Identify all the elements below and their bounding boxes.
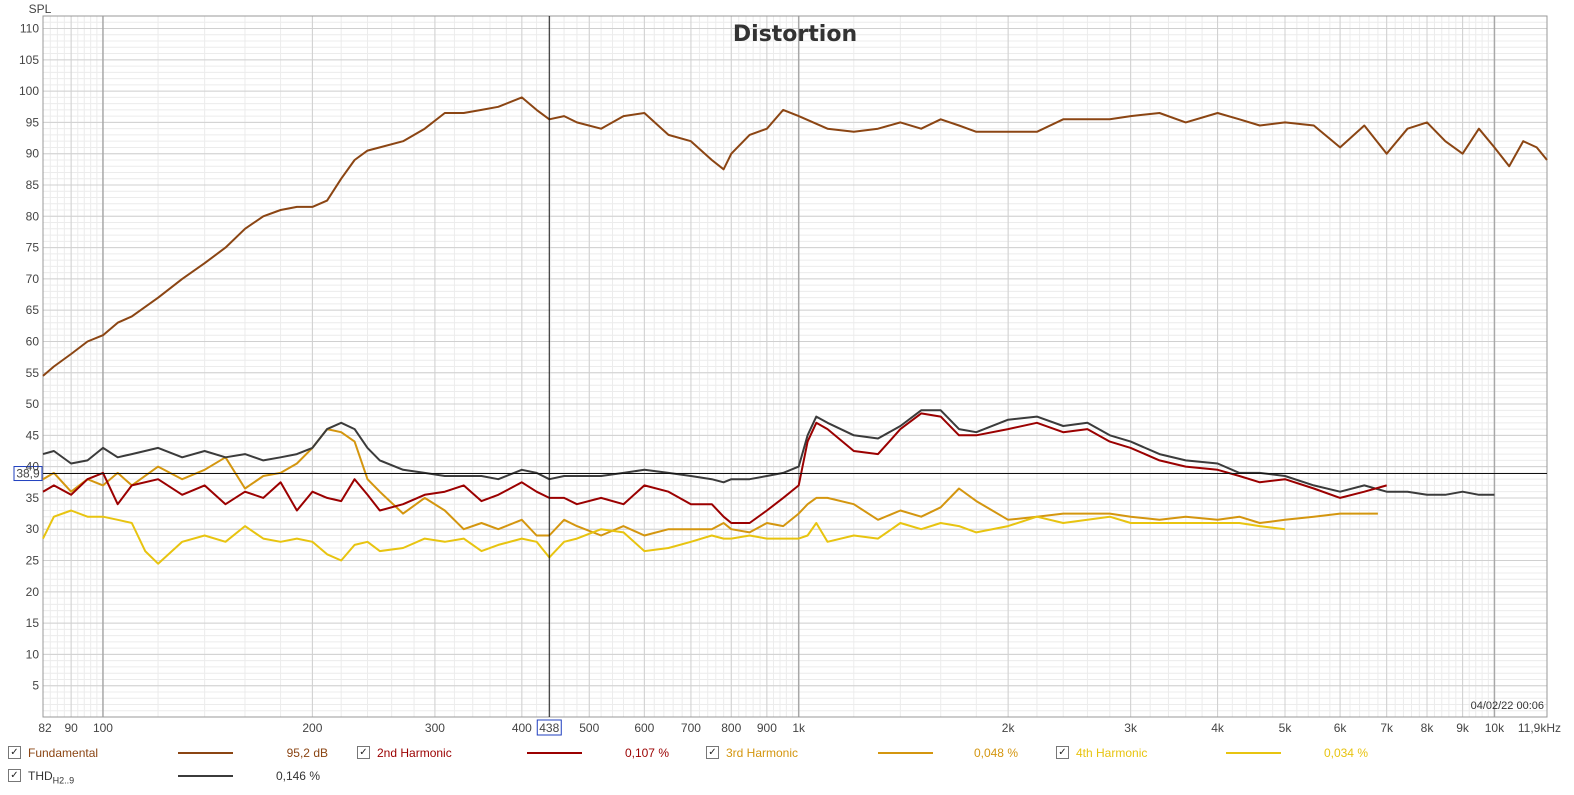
x-tick-label: 1k (792, 721, 806, 735)
y-tick-label: 105 (19, 53, 39, 67)
y-tick-label: 35 (26, 491, 40, 505)
legend-value: 0,034 % (1323, 746, 1368, 760)
x-tick-label: 8k (1421, 721, 1435, 735)
y-tick-label: 95 (26, 115, 40, 129)
legend-label: 4th Harmonic (1076, 746, 1148, 760)
chart-background (0, 0, 1574, 738)
timestamp: 04/02/22 00:06 (1470, 700, 1544, 712)
cursor-y-box (13, 466, 43, 482)
y-tick-label: 50 (26, 397, 40, 411)
series-line-thd-h2-9 (42, 409, 1495, 496)
y-tick-label: 70 (26, 272, 40, 286)
y-tick-label: 85 (26, 178, 40, 192)
x-tick-label: 5k (1279, 721, 1293, 735)
y-tick-label: 25 (26, 554, 40, 568)
series-layer (42, 96, 1548, 565)
x-tick-label: 300 (425, 721, 445, 735)
series-line-2nd-harmonic (42, 412, 1387, 524)
legend-value: 0,146 % (275, 769, 320, 783)
chart-title: Distortion (733, 22, 857, 47)
y-tick-label: 110 (20, 22, 39, 36)
y-tick-label: 30 (26, 522, 40, 536)
distortion-chart: 38,9 438 5 10 15 20 25 30 35 40 45 50 55 60 65 70 75 80 8… (0, 0, 1574, 738)
h2-checkbox[interactable]: ✓ (357, 746, 370, 759)
legend-label: 3rd Harmonic (726, 746, 799, 760)
x-tick-label: 90 (64, 721, 78, 735)
series-line-4th-harmonic (42, 509, 1286, 565)
major-gridlines (42, 16, 1548, 717)
y-axis-ticks: 5 10 15 20 25 30 35 40 45 50 55 60 65 70 75 80 85 90 95 100… (19, 22, 39, 693)
y-tick-label: 90 (26, 147, 40, 161)
legend-item-fundamental[interactable]: ✓ Fundamental 95,2 dB (8, 743, 338, 763)
legend-item-3rd-harmonic[interactable]: ✓ 3rd Harmonic 0,048 % (706, 743, 1036, 763)
x-tick-label: 400 (512, 721, 532, 735)
legend-value: 0,107 % (624, 746, 669, 760)
legend-item-2nd-harmonic[interactable]: ✓ 2nd Harmonic 0,107 % (357, 743, 687, 763)
y-axis-label: SPL (29, 2, 52, 16)
thd-subscript: H2..9 (52, 775, 75, 786)
y-tick-label: 75 (26, 241, 40, 255)
legend-swatch (178, 752, 233, 754)
legend: ✓ Fundamental 95,2 dB ✓ 2nd Harmonic 0,1… (0, 738, 1574, 795)
x-tick-label: 2k (1002, 721, 1016, 735)
legend-label: THDH2..9 (28, 766, 74, 790)
x-tick-label: 500 (579, 721, 599, 735)
legend-item-4th-harmonic[interactable]: ✓ 4th Harmonic 0,034 % (1056, 743, 1386, 763)
y-tick-label: 5 (32, 679, 39, 693)
y-tick-label: 40 (26, 460, 40, 474)
x-tick-label: 600 (634, 721, 654, 735)
x-tick-label: 200 (302, 721, 322, 735)
x-tick-label: 10k (1485, 721, 1505, 735)
series-line-fundamental (42, 96, 1548, 377)
x-tick-label: 4k (1211, 721, 1225, 735)
legend-label: Fundamental (28, 746, 99, 760)
cursor-y-label: 38,9 (16, 467, 40, 481)
legend-value: 0,048 % (973, 746, 1018, 760)
y-tick-label: 10 (26, 647, 40, 661)
h3-checkbox[interactable]: ✓ (706, 746, 719, 759)
legend-swatch (178, 775, 233, 777)
cursor-layer[interactable]: 38,9 438 (13, 16, 1547, 736)
x-tick-label: 9k (1456, 721, 1470, 735)
y-tick-label: 100 (19, 84, 39, 98)
x-tick-label: 800 (721, 721, 741, 735)
x-tick-label: 700 (681, 721, 701, 735)
y-tick-label: 60 (26, 334, 40, 348)
h4-checkbox[interactable]: ✓ (1056, 746, 1069, 759)
y-tick-label: 55 (26, 366, 40, 380)
x-tick-label: 7k (1380, 721, 1394, 735)
x-tick-label: 82 (38, 721, 52, 735)
legend-swatch (878, 752, 933, 754)
legend-label: 2nd Harmonic (377, 746, 452, 760)
thd-label: THD (28, 769, 53, 783)
y-tick-label: 80 (26, 209, 40, 223)
y-tick-label: 65 (26, 303, 40, 317)
y-tick-label: 15 (26, 616, 40, 630)
legend-swatch (527, 752, 582, 754)
x-tick-label: 900 (757, 721, 777, 735)
x-axis-ticks: 82 90 100 200 300 400 500 600 700 800 900 1k 2k 3k 4k 5… (38, 721, 1561, 735)
y-tick-label: 20 (26, 585, 40, 599)
series-line-3rd-harmonic (42, 428, 1378, 537)
x-tick-label: 100 (93, 721, 113, 735)
x-tick-label: 3k (1124, 721, 1138, 735)
plot-frame (42, 15, 1548, 718)
fundamental-checkbox[interactable]: ✓ (8, 746, 21, 759)
x-tick-label: 11,9kHz (1518, 721, 1561, 735)
legend-value: 95,2 dB (286, 746, 328, 760)
cursor-x-label: 438 (539, 721, 559, 735)
x-tick-label: 6k (1334, 721, 1348, 735)
cursor-x-box (536, 719, 562, 736)
legend-swatch (1226, 752, 1281, 754)
thd-checkbox[interactable]: ✓ (8, 769, 21, 782)
y-tick-label: 45 (26, 428, 40, 442)
legend-item-thd[interactable]: ✓ THDH2..9 0,146 % (8, 766, 338, 786)
